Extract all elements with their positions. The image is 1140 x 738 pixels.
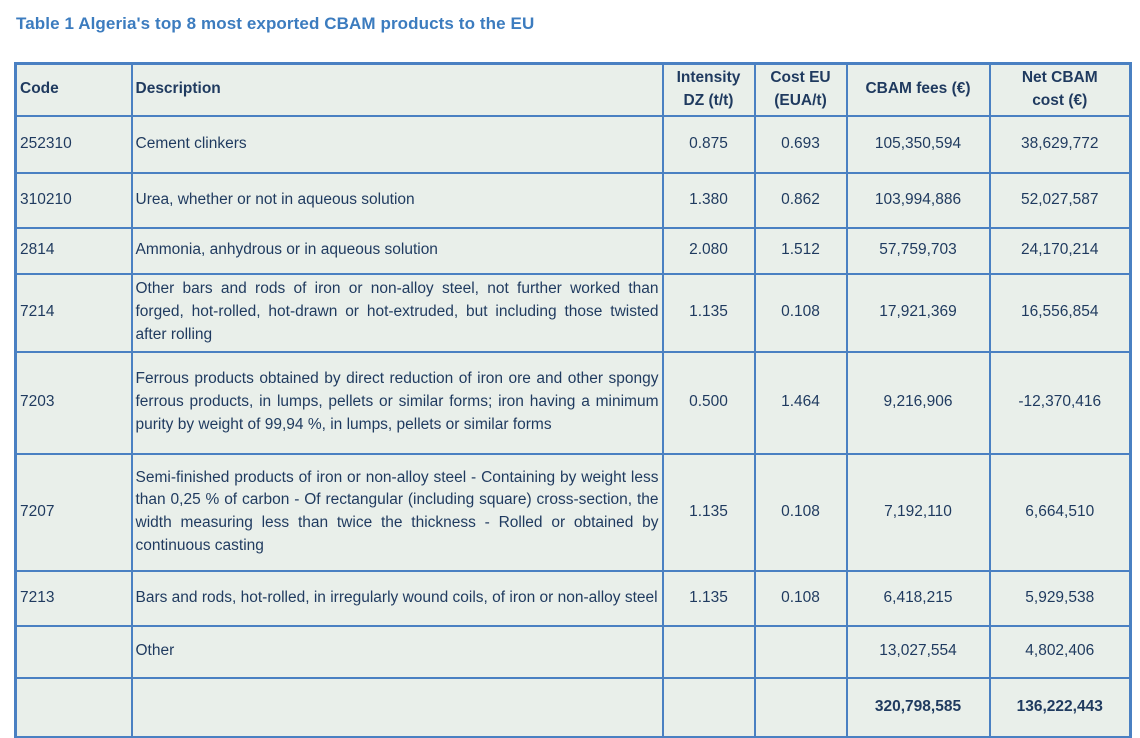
intensity-cell: 2.080 (661, 226, 756, 275)
net-cbam-cell: 16,556,854 (988, 272, 1132, 353)
cbam-fees-cell: 9,216,906 (845, 350, 991, 455)
col-header-net-cbam: Net CBAM cost (€) (988, 62, 1132, 117)
total-cbam-fees-cell: 320,798,585 (845, 676, 991, 738)
cbam-fees-cell: 17,921,369 (845, 272, 991, 353)
col-header-description: Description (130, 62, 664, 117)
table-row: 252310 Cement clinkers 0.875 0.693 105,3… (14, 114, 1132, 174)
table-row: 7213 Bars and rods, hot-rolled, in irreg… (14, 569, 1132, 627)
table-row: 310210 Urea, whether or not in aqueous s… (14, 171, 1132, 229)
col-header-code: Code (14, 62, 133, 117)
code-cell: 252310 (14, 114, 133, 174)
code-cell: 7207 (14, 452, 133, 572)
intensity-cell: 1.135 (661, 272, 756, 353)
table-row-total: 320,798,585 136,222,443 (14, 676, 1132, 738)
code-cell: 310210 (14, 171, 133, 229)
code-cell: 2814 (14, 226, 133, 275)
description-cell: Other bars and rods of iron or non-alloy… (130, 272, 664, 353)
table-row: 7203 Ferrous products obtained by direct… (14, 350, 1132, 455)
code-cell: 7214 (14, 272, 133, 353)
net-cbam-cell: 4,802,406 (988, 624, 1132, 679)
description-cell: Bars and rods, hot-rolled, in irregularl… (130, 569, 664, 627)
intensity-cell (661, 624, 756, 679)
page-title: Table 1 Algeria's top 8 most exported CB… (16, 14, 535, 33)
code-cell (14, 676, 133, 738)
net-cbam-cell: 38,629,772 (988, 114, 1132, 174)
description-cell: Other (130, 624, 664, 679)
description-cell: Urea, whether or not in aqueous solution (130, 171, 664, 229)
col-header-cbam-fees: CBAM fees (€) (845, 62, 991, 117)
net-cbam-cell: 6,664,510 (988, 452, 1132, 572)
intensity-cell: 0.500 (661, 350, 756, 455)
cbam-fees-cell: 6,418,215 (845, 569, 991, 627)
table-row: 2814 Ammonia, anhydrous or in aqueous so… (14, 226, 1132, 275)
header-row: Code Description Intensity DZ (t/t) Cost… (14, 62, 1132, 117)
table-row: 7207 Semi-finished products of iron or n… (14, 452, 1132, 572)
net-cbam-cell: 24,170,214 (988, 226, 1132, 275)
cbam-fees-cell: 103,994,886 (845, 171, 991, 229)
cbam-fees-cell: 105,350,594 (845, 114, 991, 174)
code-cell: 7213 (14, 569, 133, 627)
intensity-cell: 0.875 (661, 114, 756, 174)
net-cbam-cell: 5,929,538 (988, 569, 1132, 627)
cost-eu-cell (753, 624, 848, 679)
intensity-cell: 1.135 (661, 452, 756, 572)
description-cell: Ammonia, anhydrous or in aqueous solutio… (130, 226, 664, 275)
intensity-cell: 1.380 (661, 171, 756, 229)
cbam-fees-cell: 13,027,554 (845, 624, 991, 679)
cost-eu-cell: 0.108 (753, 272, 848, 353)
cost-eu-cell: 0.108 (753, 569, 848, 627)
total-net-cbam-cell: 136,222,443 (988, 676, 1132, 738)
cost-eu-cell: 0.862 (753, 171, 848, 229)
description-cell (130, 676, 664, 738)
intensity-cell: 1.135 (661, 569, 756, 627)
description-cell: Cement clinkers (130, 114, 664, 174)
net-cbam-cell: -12,370,416 (988, 350, 1132, 455)
intensity-cell (661, 676, 756, 738)
description-cell: Semi-finished products of iron or non-al… (130, 452, 664, 572)
cost-eu-cell: 0.693 (753, 114, 848, 174)
table-row: 7214 Other bars and rods of iron or non-… (14, 272, 1132, 353)
cbam-fees-cell: 57,759,703 (845, 226, 991, 275)
cost-eu-cell: 1.464 (753, 350, 848, 455)
table-row-other: Other 13,027,554 4,802,406 (14, 624, 1132, 679)
code-cell (14, 624, 133, 679)
code-cell: 7203 (14, 350, 133, 455)
cost-eu-cell: 1.512 (753, 226, 848, 275)
col-header-intensity: Intensity DZ (t/t) (661, 62, 756, 117)
net-cbam-cell: 52,027,587 (988, 171, 1132, 229)
cost-eu-cell: 0.108 (753, 452, 848, 572)
cbam-fees-cell: 7,192,110 (845, 452, 991, 572)
col-header-cost-eu: Cost EU (EUA/t) (753, 62, 848, 117)
cost-eu-cell (753, 676, 848, 738)
cbam-products-table: Code Description Intensity DZ (t/t) Cost… (14, 62, 1132, 738)
description-cell: Ferrous products obtained by direct redu… (130, 350, 664, 455)
